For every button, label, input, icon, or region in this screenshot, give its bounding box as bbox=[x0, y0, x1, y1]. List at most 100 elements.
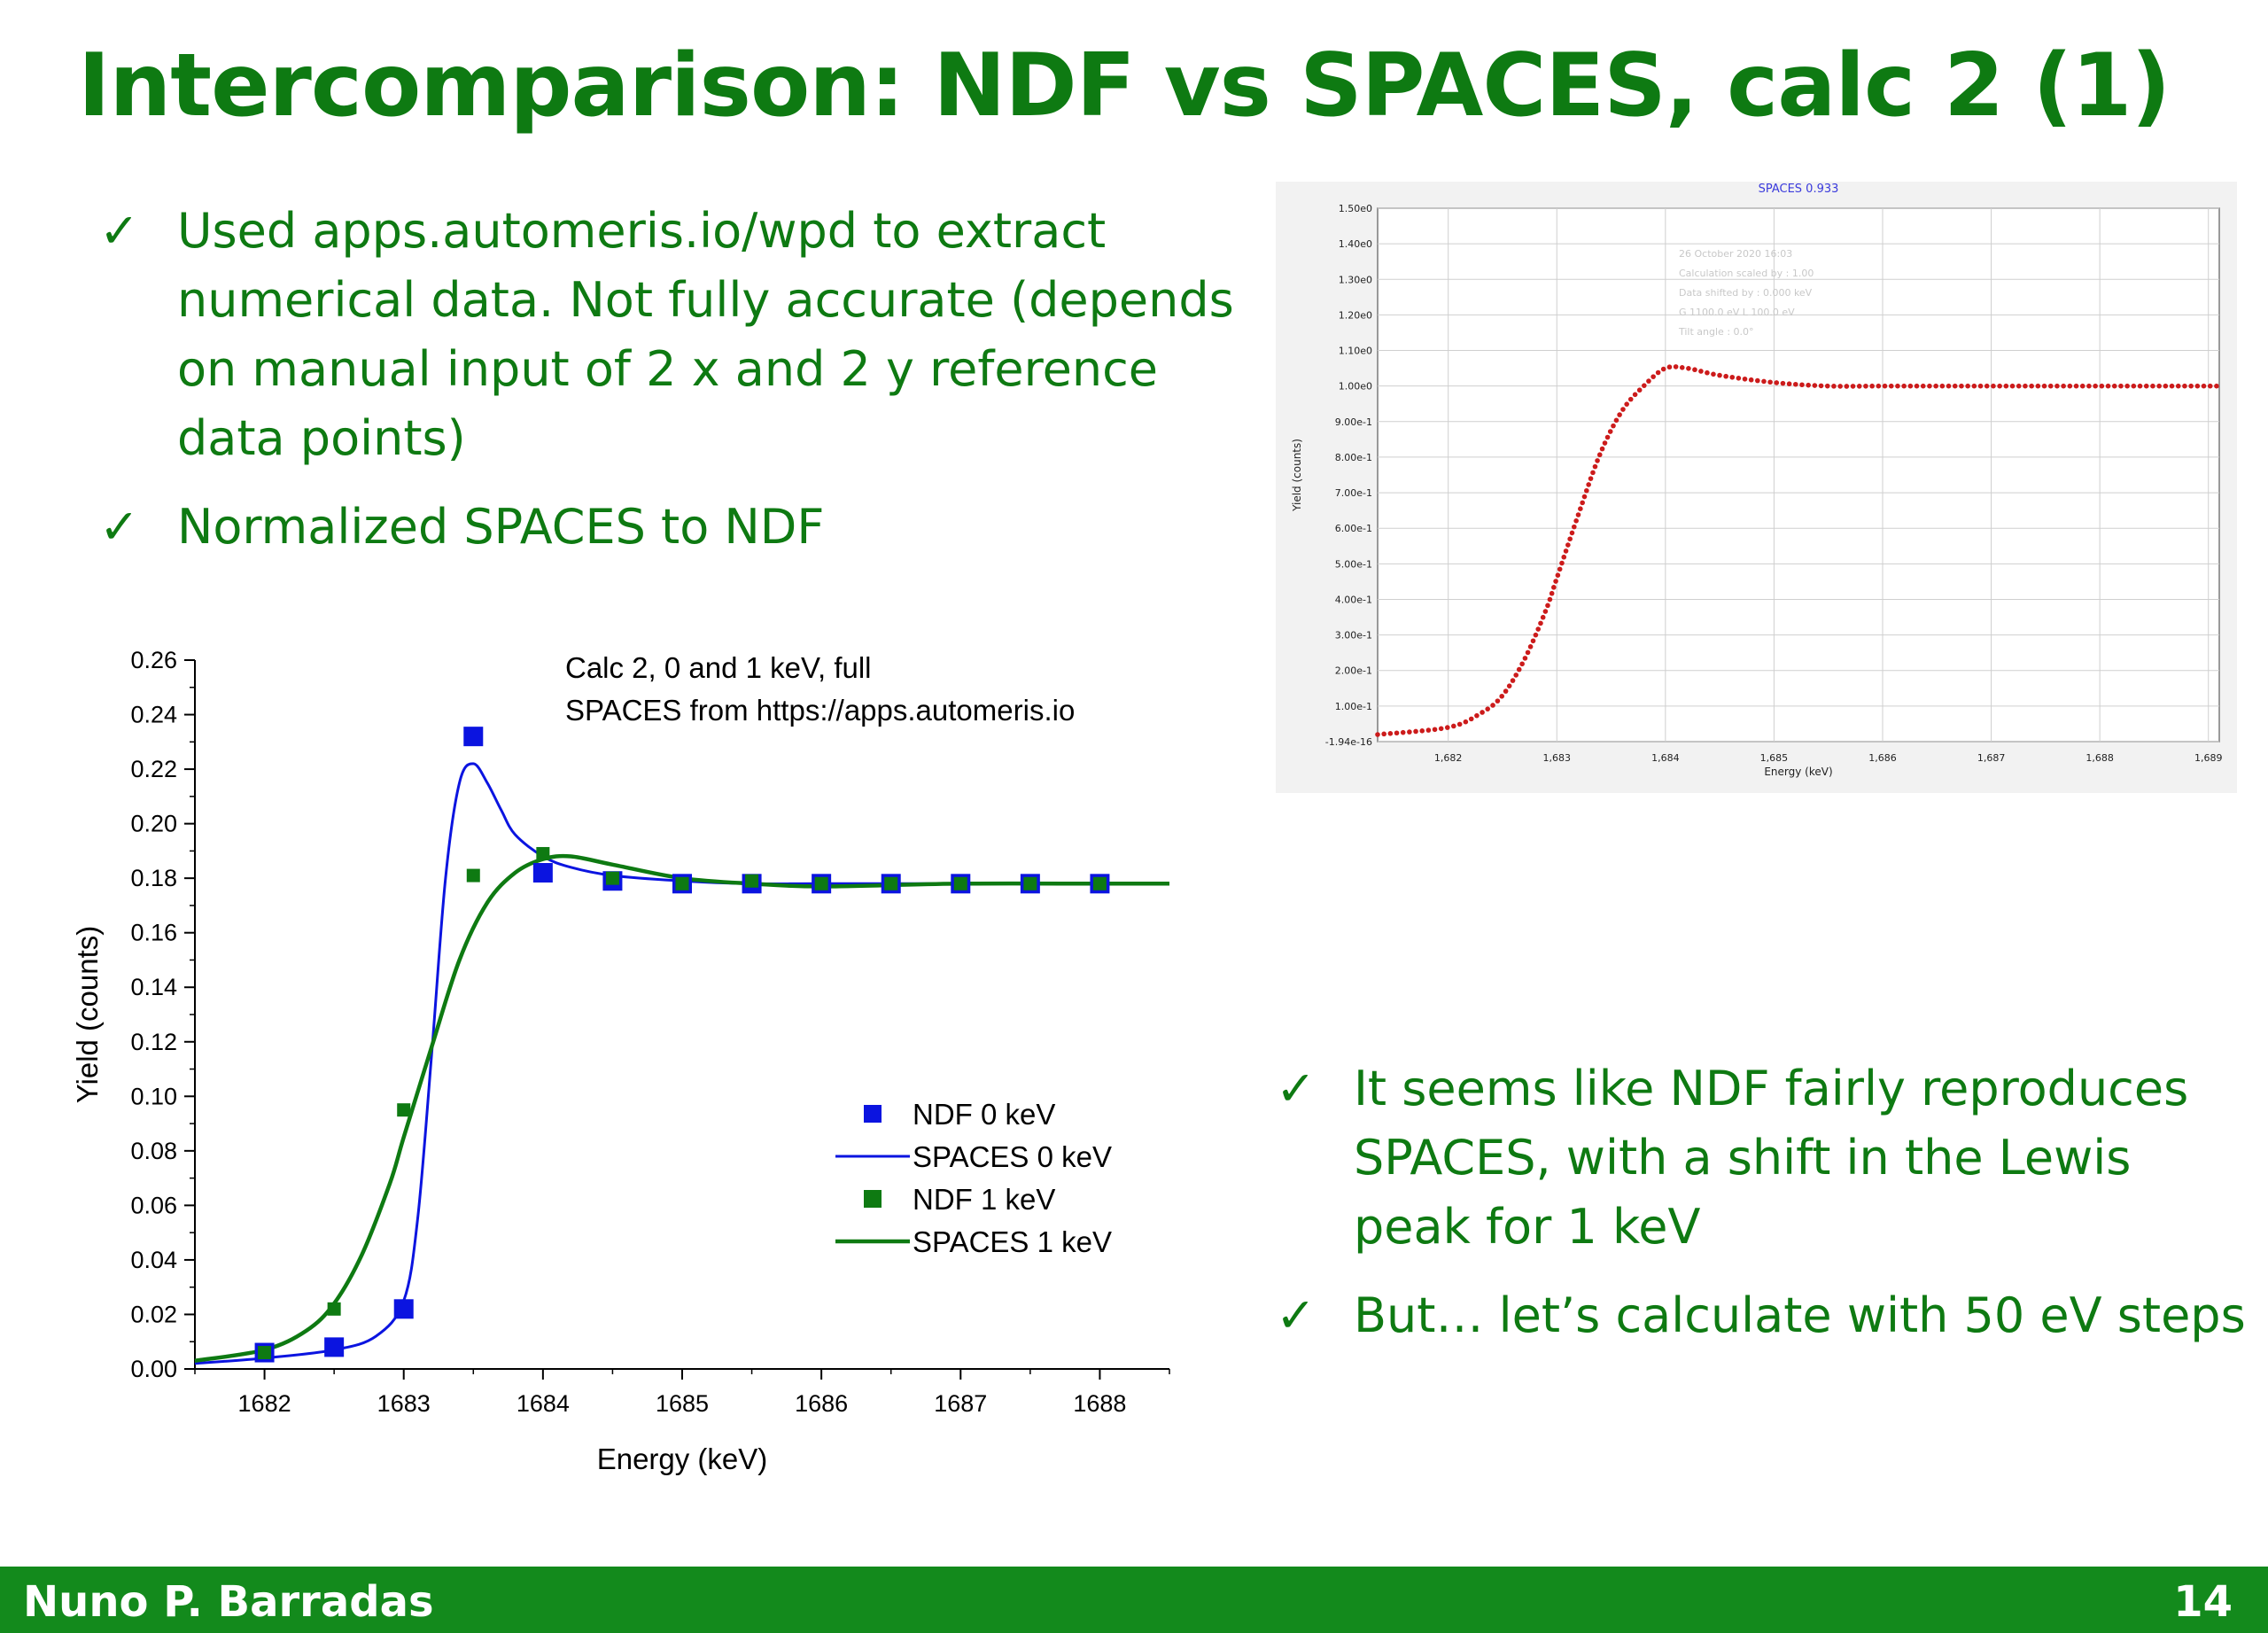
inset-data-point bbox=[2079, 383, 2085, 389]
inset-data-point bbox=[1642, 383, 1647, 388]
inset-data-point bbox=[2182, 383, 2187, 389]
inset-data-point bbox=[1831, 384, 1837, 389]
inset-data-point bbox=[1596, 452, 1603, 458]
inset-data-point bbox=[1837, 384, 1843, 389]
inset-data-point bbox=[1698, 369, 1704, 374]
inset-data-point bbox=[1573, 518, 1579, 524]
data-point-ndf-1-kev bbox=[1092, 876, 1107, 890]
y-tick-label: 0.24 bbox=[130, 702, 177, 728]
series-line-spaces-1-kev bbox=[194, 853, 1169, 1364]
inset-data-point bbox=[2093, 383, 2098, 389]
inset-data-point bbox=[1540, 614, 1546, 620]
inset-data-point bbox=[1375, 732, 1380, 737]
inset-data-point bbox=[1468, 716, 1474, 722]
inset-data-point bbox=[1895, 383, 1900, 389]
inset-x-tick-label: 1,687 bbox=[1977, 752, 2006, 764]
inset-data-point bbox=[1400, 729, 1406, 735]
inset-data-point bbox=[1607, 429, 1613, 434]
inset-data-point bbox=[1786, 381, 1792, 387]
inset-data-point bbox=[1555, 572, 1561, 578]
inset-data-point bbox=[1604, 434, 1611, 440]
inset-data-point bbox=[1394, 730, 1400, 736]
inset-data-point bbox=[2029, 383, 2034, 389]
data-point-ndf-1-kev bbox=[397, 1103, 411, 1117]
inset-y-tick-label: 1.30e0 bbox=[1339, 274, 1372, 285]
inset-data-point bbox=[1513, 673, 1519, 678]
inset-data-point bbox=[1812, 383, 1818, 388]
x-tick-label: 1684 bbox=[517, 1390, 570, 1417]
inset-data-point bbox=[2099, 383, 2105, 389]
inset-data-point bbox=[1586, 482, 1591, 487]
inset-data-point bbox=[2111, 383, 2117, 389]
inset-data-point bbox=[1824, 383, 1830, 389]
inset-data-point bbox=[1755, 377, 1760, 384]
chart-annotation: Calc 2, 0 and 1 keV, full bbox=[565, 651, 872, 684]
inset-y-tick-label: 4.00e-1 bbox=[1335, 594, 1372, 605]
inset-data-point bbox=[2118, 383, 2124, 389]
bullet-list-top: ✓ Used apps.automeris.io/wpd to extract n… bbox=[99, 197, 1251, 581]
inset-data-point bbox=[1480, 710, 1485, 715]
inset-data-point bbox=[1519, 661, 1525, 667]
inset-data-point bbox=[1567, 536, 1573, 542]
inset-data-point bbox=[2201, 383, 2207, 389]
inset-data-point bbox=[1686, 366, 1691, 371]
inset-y-tick-label: 1.20e0 bbox=[1339, 309, 1372, 321]
inset-data-point bbox=[1581, 494, 1588, 500]
inset-data-point bbox=[1617, 412, 1622, 417]
bullet-text: Used apps.automeris.io/wpd to extract nu… bbox=[177, 203, 1234, 466]
inset-y-tick-label: -1.94e-16 bbox=[1325, 736, 1372, 748]
inset-data-point bbox=[2156, 383, 2162, 389]
inset-data-point bbox=[1602, 440, 1608, 446]
inset-y-axis-label: Yield (counts) bbox=[1291, 439, 1303, 512]
plot-area bbox=[1377, 207, 2220, 743]
comparison-chart: 0.00 0.02 0.04 0.06 0.08 0.10 0.12 0.14 0.16 0.18… bbox=[62, 625, 1214, 1497]
inset-data-point bbox=[2143, 383, 2149, 389]
inset-data-point bbox=[1971, 383, 1977, 389]
y-tick-label: 0.10 bbox=[130, 1083, 177, 1109]
bullet-item: ✓ Used apps.automeris.io/wpd to extract n… bbox=[99, 197, 1251, 473]
inset-y-tick-label: 1.00e0 bbox=[1339, 381, 1372, 393]
bullet-text: Normalized SPACES to NDF bbox=[177, 499, 825, 555]
inset-info-line: Tilt angle : 0.0° bbox=[1678, 326, 1754, 338]
inset-data-point bbox=[1818, 383, 1824, 389]
inset-data-point bbox=[1991, 383, 1996, 389]
legend-label: NDF 0 keV bbox=[913, 1098, 1055, 1131]
inset-data-point bbox=[1611, 423, 1616, 429]
inset-data-point bbox=[1584, 487, 1589, 494]
inset-data-point bbox=[1413, 728, 1418, 735]
inset-x-tick-label: 1,683 bbox=[1543, 752, 1572, 764]
inset-y-tick-label: 2.00e-1 bbox=[1335, 665, 1372, 677]
y-tick-label: 0.08 bbox=[130, 1138, 177, 1164]
inset-data-point bbox=[2169, 383, 2175, 389]
inset-data-point bbox=[1419, 728, 1425, 734]
inset-data-point bbox=[1959, 383, 1964, 389]
inset-data-point bbox=[2009, 383, 2016, 389]
inset-data-point bbox=[1456, 721, 1463, 727]
inset-data-point bbox=[1551, 585, 1557, 590]
data-point-ndf-1-kev bbox=[258, 1346, 272, 1360]
inset-data-point bbox=[2035, 383, 2041, 389]
y-tick-label: 0.14 bbox=[130, 974, 177, 1000]
bullet-list-bottom: ✓ It seems like NDF fairly reproduces SPA… bbox=[1276, 1054, 2259, 1370]
inset-data-point bbox=[1646, 378, 1651, 384]
inset-data-point bbox=[2150, 383, 2155, 389]
inset-data-point bbox=[2131, 383, 2137, 389]
inset-data-point bbox=[1799, 382, 1805, 388]
inset-info-line: G 1100.0 eV L 100.0 eV bbox=[1679, 307, 1795, 318]
inset-data-point bbox=[1506, 683, 1512, 688]
legend-marker bbox=[864, 1105, 882, 1123]
inset-data-point bbox=[1613, 417, 1619, 424]
data-point-ndf-1-kev bbox=[466, 868, 480, 883]
inset-data-point bbox=[1761, 378, 1767, 385]
inset-data-point bbox=[1450, 723, 1456, 729]
inset-data-point bbox=[1651, 374, 1656, 379]
checkmark-icon: ✓ bbox=[99, 203, 140, 259]
inset-data-point bbox=[1907, 383, 1914, 389]
inset-data-point bbox=[2194, 383, 2201, 389]
comparison-chart-svg: 0.00 0.02 0.04 0.06 0.08 0.10 0.12 0.14 0.16 0.18… bbox=[71, 647, 1170, 1475]
inset-data-point bbox=[1538, 620, 1543, 626]
inset-data-point bbox=[1888, 383, 1894, 389]
inset-x-tick-label: 1,684 bbox=[1651, 752, 1680, 764]
inset-data-point bbox=[1561, 554, 1567, 560]
inset-data-point bbox=[2105, 383, 2111, 389]
